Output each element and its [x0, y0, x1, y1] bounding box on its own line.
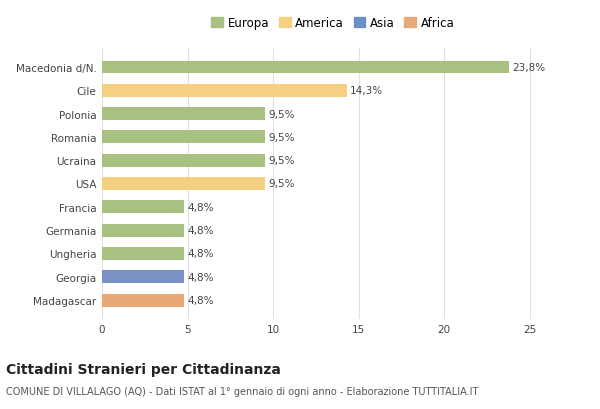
- Bar: [102, 154, 265, 167]
- Bar: [102, 131, 265, 144]
- Text: COMUNE DI VILLALAGO (AQ) - Dati ISTAT al 1° gennaio di ogni anno - Elaborazione : COMUNE DI VILLALAGO (AQ) - Dati ISTAT al…: [6, 387, 478, 396]
- Text: 9,5%: 9,5%: [268, 156, 295, 166]
- Bar: [102, 201, 184, 214]
- Legend: Europa, America, Asia, Africa: Europa, America, Asia, Africa: [209, 14, 457, 32]
- Text: 4,8%: 4,8%: [188, 272, 214, 282]
- Text: 4,8%: 4,8%: [188, 226, 214, 236]
- Bar: [102, 178, 265, 191]
- Text: 23,8%: 23,8%: [512, 63, 546, 73]
- Text: 9,5%: 9,5%: [268, 133, 295, 142]
- Text: 14,3%: 14,3%: [350, 86, 383, 96]
- Text: 4,8%: 4,8%: [188, 249, 214, 259]
- Text: 4,8%: 4,8%: [188, 202, 214, 212]
- Bar: [102, 224, 184, 237]
- Bar: [102, 247, 184, 260]
- Bar: [102, 108, 265, 121]
- Bar: [102, 271, 184, 283]
- Text: 9,5%: 9,5%: [268, 109, 295, 119]
- Bar: [102, 61, 509, 74]
- Bar: [102, 294, 184, 307]
- Bar: [102, 85, 347, 97]
- Text: 4,8%: 4,8%: [188, 295, 214, 306]
- Text: 9,5%: 9,5%: [268, 179, 295, 189]
- Text: Cittadini Stranieri per Cittadinanza: Cittadini Stranieri per Cittadinanza: [6, 362, 281, 376]
